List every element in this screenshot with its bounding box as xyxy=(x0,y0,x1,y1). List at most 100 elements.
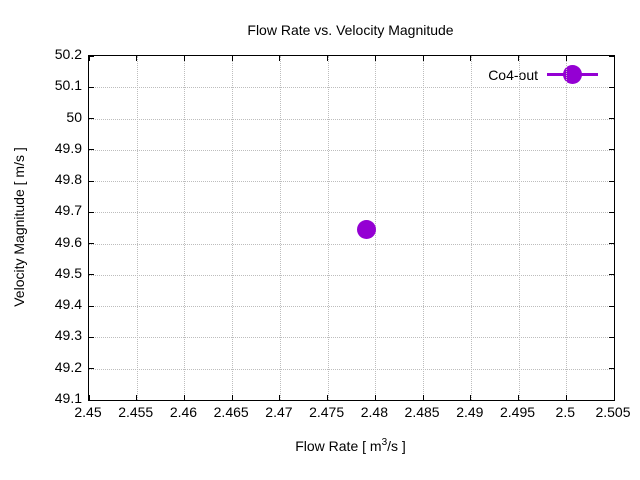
y-tick-label: 49.8 xyxy=(54,171,82,188)
x-tick-label: 2.5 xyxy=(555,404,575,420)
y-tick-right xyxy=(609,336,614,338)
x-tick-top xyxy=(136,56,138,61)
y-tick-left xyxy=(89,243,94,245)
legend-label: Co4-out xyxy=(488,66,538,83)
x-tick-top xyxy=(183,56,185,61)
legend-point-icon xyxy=(563,65,582,84)
y-tick-left xyxy=(89,149,94,151)
gridline-y xyxy=(89,118,614,120)
gridline-x xyxy=(184,56,186,400)
y-tick-label: 49.2 xyxy=(54,358,82,375)
y-tick-right xyxy=(609,118,614,120)
gridline-y xyxy=(89,337,614,339)
gridline-y xyxy=(89,181,614,183)
gridline-x xyxy=(136,56,138,400)
x-tick-top xyxy=(518,56,520,61)
x-tick-label: 2.455 xyxy=(118,404,154,420)
gridline-x xyxy=(232,56,234,400)
x-tick-top xyxy=(279,56,281,61)
x-tick-top xyxy=(422,56,424,61)
x-axis-title-superscript: 3 xyxy=(381,437,388,448)
gridline-y xyxy=(89,149,614,151)
gridline-y xyxy=(89,274,614,276)
gridline-x xyxy=(470,56,472,400)
x-axis-title-text: Flow Rate [ m xyxy=(295,438,382,454)
y-tick-right xyxy=(609,211,614,213)
y-tick-left xyxy=(89,336,94,338)
x-tick-bottom xyxy=(518,395,520,400)
y-tick-label: 49.5 xyxy=(54,264,82,281)
x-tick-top xyxy=(613,56,615,61)
x-tick-label: 2.495 xyxy=(500,404,536,420)
y-tick-right xyxy=(609,243,614,245)
y-tick-right xyxy=(609,368,614,370)
x-tick-top xyxy=(327,56,329,61)
x-tick-label: 2.505 xyxy=(595,404,631,420)
x-tick-bottom xyxy=(327,395,329,400)
gridline-y xyxy=(89,212,614,214)
y-tick-label: 49.1 xyxy=(54,390,82,406)
x-tick-label: 2.48 xyxy=(360,404,388,420)
y-tick-left xyxy=(89,180,94,182)
x-tick-bottom xyxy=(279,395,281,400)
gridline-x xyxy=(566,56,568,400)
y-tick-right xyxy=(609,274,614,276)
x-tick-label: 2.46 xyxy=(169,404,198,420)
x-tick-bottom xyxy=(183,395,185,400)
x-tick-bottom xyxy=(88,395,90,400)
x-tick-bottom xyxy=(231,395,233,400)
x-tick-label: 2.45 xyxy=(74,404,102,420)
y-tick-left xyxy=(89,368,94,370)
chart-title: Flow Rate vs. Velocity Magnitude xyxy=(247,22,454,38)
y-tick-label: 50.1 xyxy=(54,77,82,94)
x-tick-bottom xyxy=(136,395,138,400)
gridline-y xyxy=(89,306,614,308)
x-tick-bottom xyxy=(374,395,376,400)
plot-area: Co4-out xyxy=(88,55,615,401)
y-tick-label: 50.2 xyxy=(54,46,82,62)
gridline-y xyxy=(89,368,614,370)
gridline-y xyxy=(89,87,614,89)
x-tick-top xyxy=(470,56,472,61)
x-tick-top xyxy=(374,56,376,61)
y-tick-right xyxy=(609,305,614,307)
y-tick-left xyxy=(89,86,94,88)
y-tick-label: 49.3 xyxy=(54,327,82,344)
x-tick-bottom xyxy=(422,395,424,400)
x-tick-bottom xyxy=(470,395,472,400)
x-axis-title: Flow Rate [ m3/s ] xyxy=(88,437,613,454)
x-tick-bottom xyxy=(613,395,615,400)
x-tick-top xyxy=(565,56,567,61)
y-tick-right xyxy=(609,180,614,182)
y-tick-label: 49.7 xyxy=(54,202,82,219)
y-tick-right xyxy=(609,149,614,151)
y-tick-left xyxy=(89,211,94,213)
y-tick-right xyxy=(609,55,614,57)
x-tick-label: 2.485 xyxy=(404,404,440,420)
y-tick-right xyxy=(609,86,614,88)
x-tick-top xyxy=(231,56,233,61)
y-tick-left xyxy=(89,274,94,276)
x-axis-title-unit: /s ] xyxy=(387,438,406,454)
y-tick-label: 49.6 xyxy=(54,233,82,250)
y-tick-right xyxy=(609,399,614,401)
y-tick-left xyxy=(89,399,94,401)
gridline-x xyxy=(327,56,329,400)
x-tick-top xyxy=(88,56,90,61)
y-tick-left xyxy=(89,55,94,57)
x-tick-label: 2.475 xyxy=(309,404,345,420)
gridline-x xyxy=(423,56,425,400)
x-tick-label: 2.465 xyxy=(213,404,249,420)
gridline-x xyxy=(279,56,281,400)
data-point xyxy=(357,220,377,240)
gridline-x xyxy=(518,56,520,400)
x-tick-label: 2.47 xyxy=(265,404,293,420)
legend: Co4-out xyxy=(488,65,598,84)
gridline-y xyxy=(89,243,614,245)
y-tick-label: 50 xyxy=(66,108,82,125)
legend-marker-sample xyxy=(547,65,598,84)
x-tick-bottom xyxy=(565,395,567,400)
y-tick-left xyxy=(89,305,94,307)
y-axis-title: Velocity Magnitude [ m/s ] xyxy=(11,147,27,307)
